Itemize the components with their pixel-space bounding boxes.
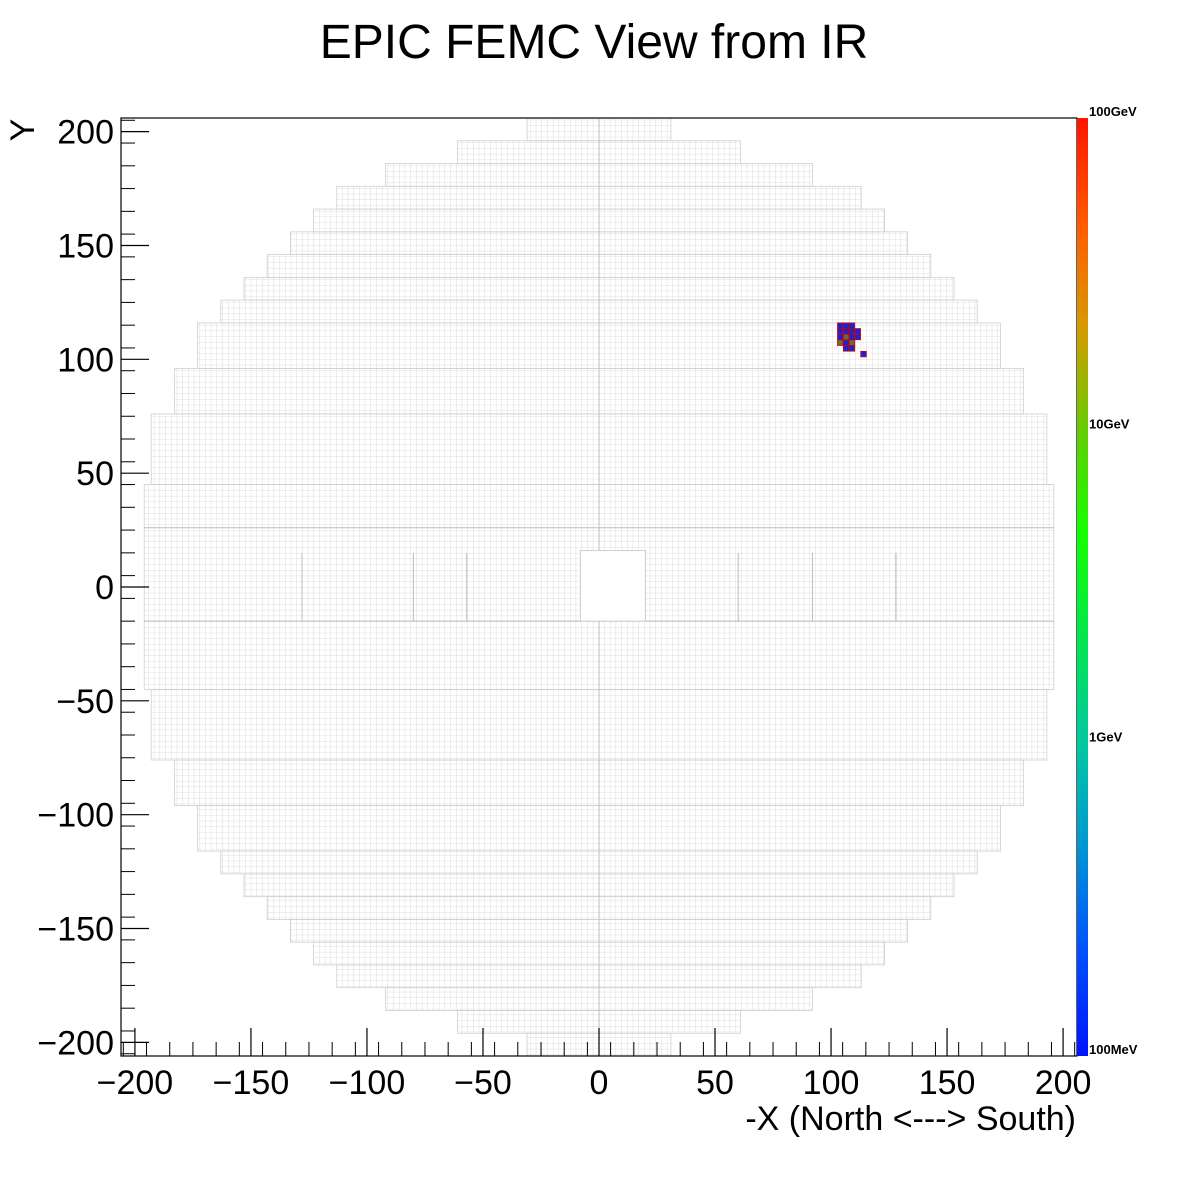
hit-cell-marker	[843, 346, 849, 351]
hit-cell	[848, 322, 856, 329]
colorbar-label: 100GeV	[1089, 104, 1137, 119]
hit-cell-marker	[837, 323, 843, 329]
y-tick-label: 100	[57, 341, 114, 379]
hit-cell	[848, 333, 856, 341]
hit-cell	[848, 339, 856, 346]
colorbar-label: 10GeV	[1089, 417, 1130, 432]
hit-cell-marker	[843, 334, 849, 340]
hit-cell-marker	[855, 334, 861, 340]
x-tick-label: −50	[454, 1064, 512, 1102]
hit-cell-marker	[861, 351, 866, 357]
hit-cell-marker	[855, 328, 861, 334]
colorbar-label: 1GeV	[1089, 729, 1123, 744]
hit-cell	[848, 328, 856, 335]
hit-cluster	[837, 322, 867, 358]
hit-cell	[842, 339, 850, 346]
hit-cell	[842, 345, 850, 352]
hit-cell	[837, 322, 844, 329]
hit-cell-marker	[849, 334, 855, 340]
y-tick-label: −50	[56, 683, 114, 721]
hit-cell-marker	[837, 340, 843, 346]
x-tick-label: 50	[696, 1064, 734, 1102]
detector-outline	[143, 117, 1055, 1057]
x-axis-ticks: −200 −150 −100 −50 0 50 100 150 200	[97, 1028, 1092, 1102]
hit-cell-marker	[843, 323, 849, 329]
x-tick-label: 0	[590, 1064, 609, 1102]
y-tick-label: 200	[57, 114, 114, 152]
hit-cell-marker	[849, 340, 855, 346]
hit-cell-marker	[843, 328, 849, 334]
x-tick-label: −200	[97, 1064, 174, 1102]
hit-cell-marker	[849, 323, 855, 329]
hit-cell	[842, 322, 850, 329]
hit-cell	[848, 345, 856, 352]
hit-cell	[837, 333, 844, 341]
y-tick-label: 0	[95, 569, 114, 607]
hit-cell-marker	[849, 328, 855, 334]
chart-title: EPIC FEMC View from IR	[320, 16, 869, 69]
hit-cell-marker	[849, 346, 855, 351]
x-tick-label: −100	[329, 1064, 406, 1102]
x-axis-label: -X (North <---> South)	[745, 1100, 1076, 1138]
hit-cell	[860, 350, 867, 358]
y-tick-label: −100	[37, 797, 114, 835]
y-tick-label: −150	[37, 911, 114, 949]
colorbar	[1077, 118, 1088, 1056]
hit-cell-marker	[837, 334, 843, 340]
x-tick-label: 150	[919, 1064, 976, 1102]
y-tick-label: 150	[57, 227, 114, 265]
hit-cell-marker	[843, 340, 849, 346]
hit-cell-marker	[837, 328, 843, 334]
x-tick-label: 200	[1035, 1064, 1092, 1102]
y-axis-ticks: −200 −150 −100 −50 0 50 100 150 200	[37, 114, 149, 1062]
beam-hole	[579, 550, 646, 622]
colorbar-labels: 100GeV 10GeV 1GeV 100MeV	[1089, 104, 1138, 1057]
hit-cell	[854, 333, 861, 341]
hit-cell	[837, 339, 844, 346]
hit-cell	[842, 333, 850, 341]
hit-cell	[842, 328, 850, 335]
y-tick-label: 50	[76, 455, 114, 493]
y-axis-label: Y	[4, 119, 42, 142]
x-tick-label: 100	[803, 1064, 860, 1102]
hit-cell	[837, 328, 844, 335]
x-tick-label: −150	[213, 1064, 290, 1102]
colorbar-label: 100MeV	[1089, 1042, 1138, 1057]
hit-cell	[854, 328, 861, 335]
y-tick-label: −200	[37, 1024, 114, 1062]
